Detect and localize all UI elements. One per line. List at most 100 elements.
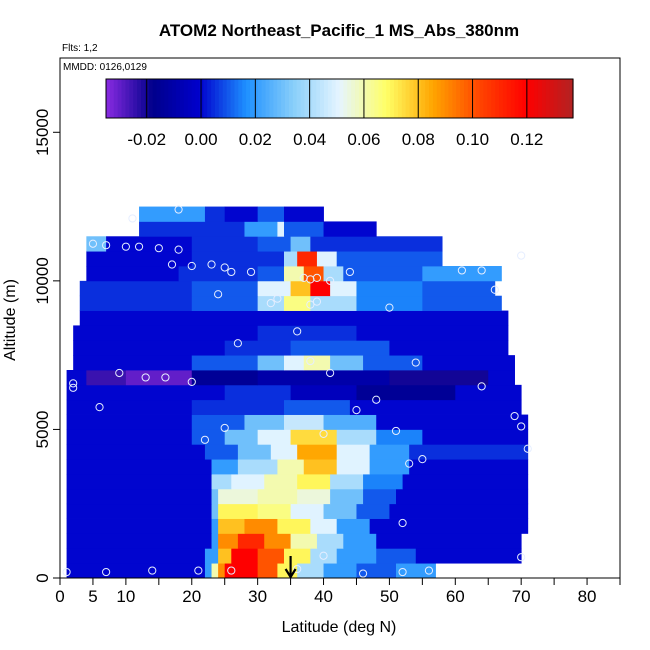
heatmap-cell	[257, 280, 291, 297]
heatmap-cell	[323, 221, 377, 237]
colorbar-swatch	[222, 79, 228, 118]
heatmap-cell	[66, 370, 87, 386]
heatmap-cell	[330, 355, 364, 371]
heatmap-cell	[389, 503, 529, 519]
heatmap-cell	[66, 414, 193, 430]
y-axis-label: Altitude (m)	[2, 279, 19, 361]
heatmap-cell	[290, 533, 318, 549]
colorbar-swatch	[164, 79, 169, 118]
heatmap-cell	[376, 533, 522, 549]
sample-point	[306, 356, 315, 366]
colorbar-swatch	[292, 79, 298, 118]
sample-point	[510, 411, 519, 421]
colorbar-swatch	[495, 79, 500, 118]
colorbar-swatch	[518, 79, 524, 118]
colorbar-swatch	[191, 79, 197, 118]
heatmap-cell	[343, 266, 423, 282]
heatmap-cell	[396, 563, 436, 579]
heatmap-cell	[369, 459, 410, 475]
y-tick-label: 15000	[33, 109, 52, 156]
heatmap-cell	[257, 266, 285, 282]
x-tick-label: 20	[182, 587, 201, 606]
colorbar-frame	[105, 78, 574, 119]
heatmap-cell	[356, 384, 456, 401]
colorbar-tick-label: 0.06	[347, 130, 380, 149]
heatmap-cell	[191, 429, 226, 445]
heatmap-cell	[310, 236, 443, 252]
heatmap-cell	[330, 474, 364, 490]
colorbar-swatch	[479, 79, 485, 118]
colorbar-swatch	[444, 79, 450, 118]
heatmap-cell	[191, 370, 259, 386]
sample-point	[194, 566, 203, 575]
sample-point	[154, 244, 163, 253]
heatmap-cell	[218, 488, 259, 505]
x-tick-label: 40	[314, 587, 333, 606]
sample-point	[312, 297, 322, 306]
heatmap-cell	[290, 236, 311, 252]
heatmap-cell	[376, 548, 417, 564]
sample-point	[95, 403, 104, 412]
colorbar-swatch	[530, 79, 535, 118]
sample-point	[102, 567, 111, 577]
sample-point	[490, 285, 499, 294]
heatmap-cell	[224, 384, 291, 401]
heatmap-cell	[363, 355, 423, 371]
heatmap-cell	[369, 444, 410, 460]
heatmap-cell	[79, 295, 193, 311]
sample-point	[352, 406, 361, 415]
colorbar-swatch	[397, 79, 403, 118]
colorbar-swatch	[211, 79, 216, 118]
sample-point	[411, 358, 420, 367]
heatmap-cell	[244, 221, 278, 237]
heatmap-cell	[310, 548, 338, 564]
heatmap-cell	[66, 518, 212, 534]
heatmap-cell	[204, 548, 219, 564]
colorbar-swatch	[242, 79, 247, 118]
heatmap-cell	[264, 533, 291, 549]
sample-point	[319, 429, 328, 438]
sample-point	[167, 260, 177, 269]
heatmap-cell	[257, 503, 291, 519]
colorbar-swatch	[323, 79, 329, 118]
colorbar-swatch	[308, 79, 313, 118]
colorbar-swatch	[491, 79, 496, 118]
heatmap-cell	[409, 444, 529, 460]
heatmap-cell	[376, 414, 529, 430]
colorbar-swatch	[347, 79, 352, 118]
y-tick-label: 5000	[33, 411, 52, 449]
heatmap-cell	[284, 548, 311, 564]
heatmap-cell	[297, 563, 324, 579]
heatmap-cell	[257, 236, 291, 252]
colorbar-tick-label: 0.04	[293, 130, 326, 149]
colorbar-tick-label: 0.12	[510, 130, 543, 149]
sample-point	[391, 426, 401, 436]
colorbar-swatch	[502, 79, 508, 118]
heatmap-cell	[139, 221, 245, 237]
colorbar-swatch	[440, 79, 446, 118]
colorbar-swatch	[358, 79, 364, 118]
heatmap-cell	[396, 488, 529, 505]
sample-point	[141, 373, 150, 382]
heatmap-cell	[323, 563, 357, 579]
colorbar-swatch	[273, 79, 278, 118]
colorbar-swatch	[343, 79, 348, 118]
colorbar-swatch	[475, 79, 481, 118]
heatmap-cell	[343, 533, 377, 549]
colorbar-swatch	[545, 79, 551, 118]
colorbar-swatch	[214, 79, 220, 118]
colorbar-swatch	[331, 79, 337, 118]
colorbar-tick-label: 0.02	[239, 130, 272, 149]
colorbar-swatch	[374, 79, 380, 118]
colorbar-swatch	[467, 79, 473, 118]
sample-point	[148, 566, 157, 575]
heatmap-cell	[66, 429, 193, 445]
sample-point	[69, 383, 78, 392]
heatmap-cell	[277, 459, 305, 475]
colorbar-swatch	[335, 79, 341, 118]
sample-point	[161, 373, 170, 382]
heatmap-cell	[330, 488, 364, 505]
colorbar-swatch	[355, 79, 360, 118]
heatmap-cell	[290, 429, 338, 445]
